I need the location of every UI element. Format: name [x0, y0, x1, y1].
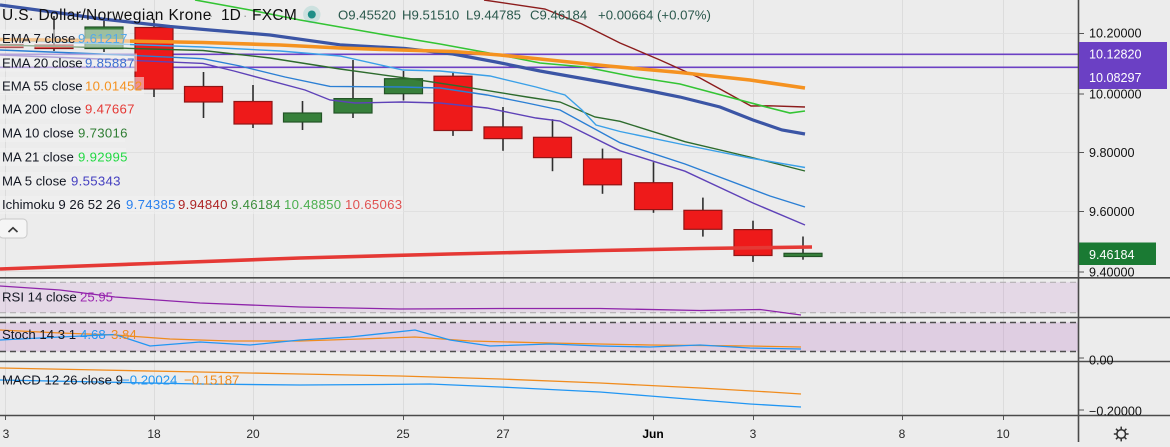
svg-text:10.48850: 10.48850 [284, 197, 341, 212]
svg-text:10.65063: 10.65063 [345, 197, 402, 212]
svg-text:10.00000: 10.00000 [1089, 88, 1142, 102]
svg-text:−0.15187: −0.15187 [184, 372, 239, 387]
svg-text:10.08297: 10.08297 [1089, 71, 1142, 85]
svg-text:9.46184: 9.46184 [231, 197, 281, 212]
svg-text:9.40000: 9.40000 [1089, 266, 1135, 280]
svg-text:25.95: 25.95 [80, 290, 113, 305]
svg-text:10.01452: 10.01452 [85, 79, 142, 94]
svg-text:3.84: 3.84 [111, 327, 137, 342]
svg-text:9.46184: 9.46184 [1089, 248, 1135, 262]
svg-text:Stoch 14 3 1: Stoch 14 3 1 [2, 327, 76, 342]
svg-text:O9.45520: O9.45520 [338, 8, 396, 23]
svg-text:C9.46184: C9.46184 [530, 8, 587, 23]
svg-text:9.73016: 9.73016 [78, 126, 128, 141]
svg-text:0.00: 0.00 [1089, 354, 1114, 368]
svg-text:3: 3 [750, 427, 757, 441]
svg-text:27: 27 [496, 427, 510, 441]
svg-text:FXCM: FXCM [252, 7, 297, 24]
svg-text:9.85887: 9.85887 [85, 55, 135, 70]
svg-text:EMA 55 close: EMA 55 close [2, 79, 83, 94]
svg-text:H9.51510: H9.51510 [402, 8, 459, 23]
svg-text:RSI 14 close: RSI 14 close [2, 290, 77, 305]
svg-text:·: · [243, 8, 247, 23]
svg-text:9.47667: 9.47667 [85, 102, 135, 117]
svg-text:9.61217: 9.61217 [78, 31, 128, 46]
svg-text:9.74385: 9.74385 [126, 197, 176, 212]
svg-text:MA 5 close: MA 5 close [2, 173, 67, 188]
svg-text:9.55343: 9.55343 [71, 173, 121, 188]
svg-text:3: 3 [3, 427, 10, 441]
svg-text:1D: 1D [221, 7, 241, 24]
svg-text:9.94840: 9.94840 [178, 197, 228, 212]
svg-text:10.12820: 10.12820 [1089, 47, 1142, 61]
svg-text:20: 20 [246, 427, 260, 441]
svg-text:+0.00664 (+0.07%): +0.00664 (+0.07%) [598, 8, 711, 23]
svg-text:25: 25 [396, 427, 410, 441]
svg-text:U.S. Dollar/Norwegian Krone: U.S. Dollar/Norwegian Krone [2, 7, 212, 24]
svg-text:9.80000: 9.80000 [1089, 146, 1135, 160]
svg-text:MA 200 close: MA 200 close [2, 102, 81, 117]
svg-text:Ichimoku 9 26 52 26: Ichimoku 9 26 52 26 [2, 197, 121, 212]
svg-text:9.92995: 9.92995 [78, 149, 128, 164]
svg-text:L9.44785: L9.44785 [466, 8, 521, 23]
svg-text:4.68: 4.68 [80, 327, 106, 342]
svg-text:MA 21 close: MA 21 close [2, 149, 74, 164]
svg-text:·: · [209, 8, 213, 23]
svg-text:Jun: Jun [642, 427, 663, 441]
svg-text:10: 10 [996, 427, 1010, 441]
svg-text:MA 10 close: MA 10 close [2, 126, 74, 141]
svg-text:18: 18 [147, 427, 161, 441]
svg-text:9.60000: 9.60000 [1089, 205, 1135, 219]
svg-text:−0.20024: −0.20024 [122, 372, 177, 387]
svg-text:−0.20000: −0.20000 [1089, 405, 1142, 419]
svg-text:EMA 20 close: EMA 20 close [2, 55, 83, 70]
svg-text:10.20000: 10.20000 [1089, 27, 1142, 41]
svg-text:MACD 12 26 close 9: MACD 12 26 close 9 [2, 372, 123, 387]
svg-text:EMA 7 close: EMA 7 close [2, 31, 75, 46]
svg-text:8: 8 [899, 427, 906, 441]
